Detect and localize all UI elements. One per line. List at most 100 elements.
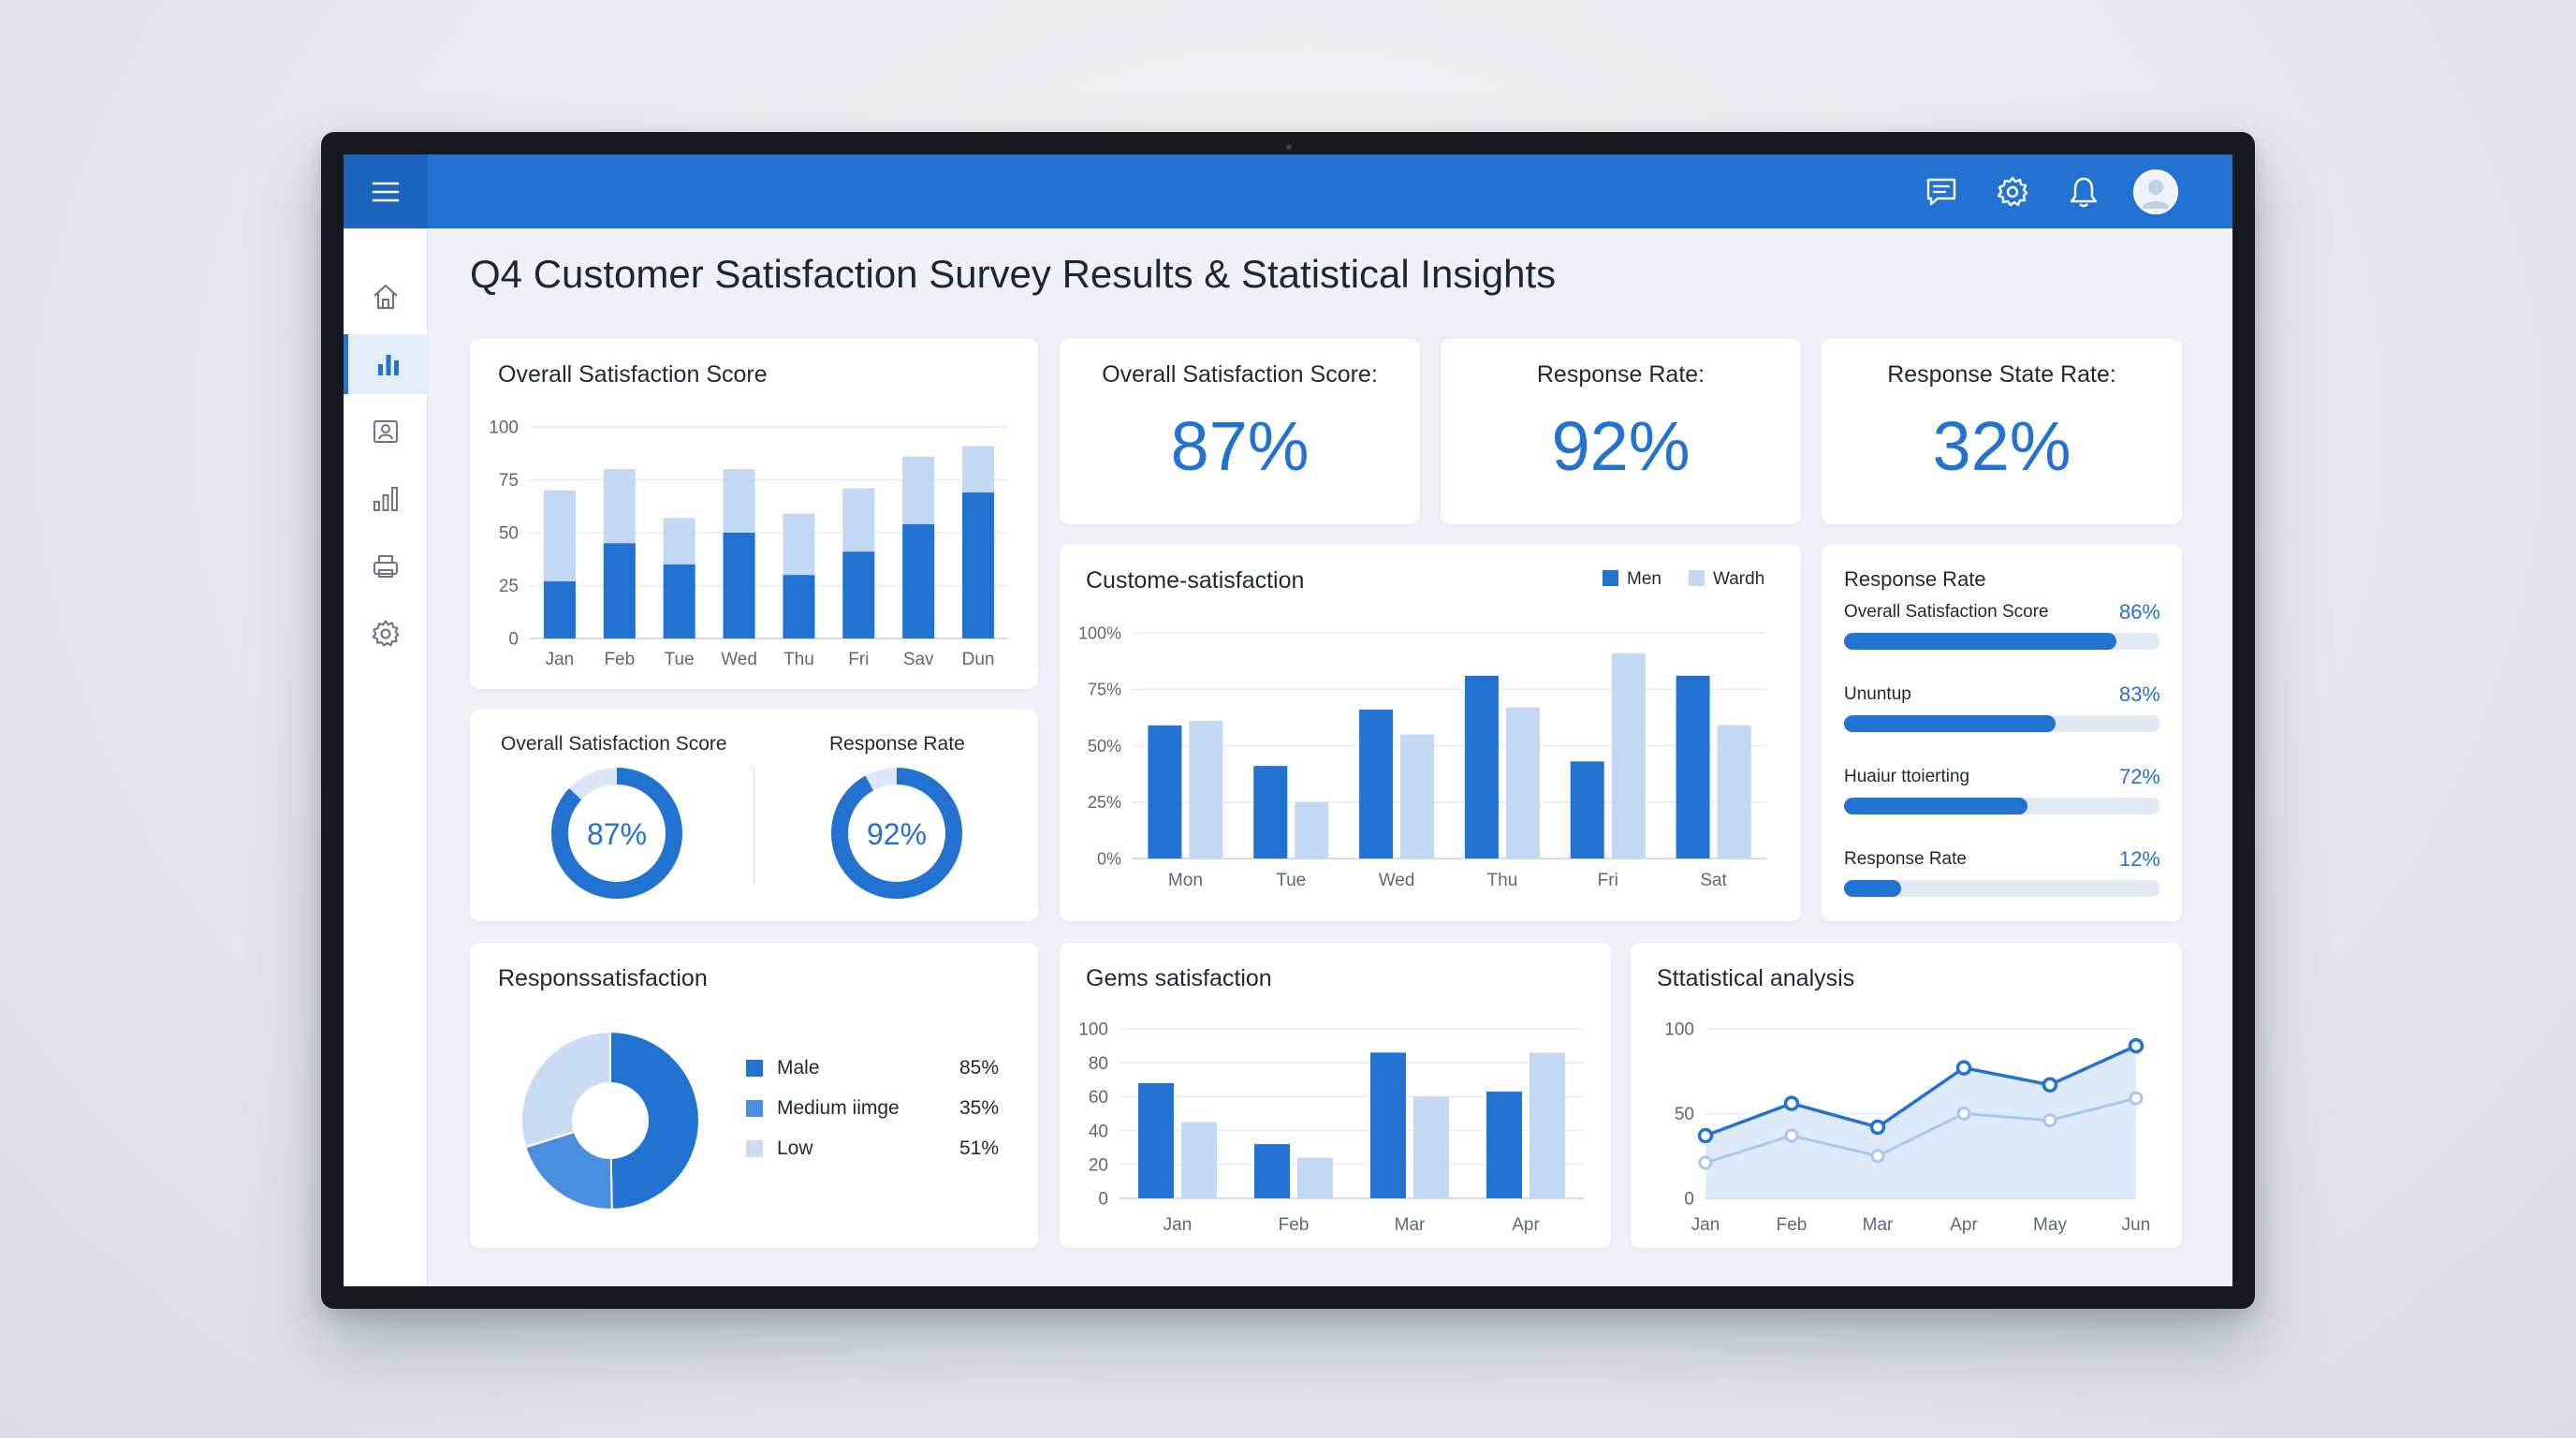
gems-bar-chart: 100 80 60 40 20 0 Jan Feb Mar Apr — [1078, 1020, 1584, 1235]
kpi-card-response-rate: Response Rate: 92% — [1441, 339, 1801, 524]
x-tick-label: Jan — [546, 650, 575, 669]
y-tick-label: 50 — [499, 524, 519, 544]
x-tick-label: Apr — [1950, 1215, 1978, 1235]
x-tick-label: Feb — [1777, 1215, 1808, 1235]
bar — [783, 575, 815, 638]
pie-chart — [520, 1030, 700, 1211]
gems-satisfaction-card: Gems satisfaction 100 80 60 40 20 0 Jan Feb Mar A… — [1060, 943, 1611, 1248]
x-tick-label: Fri — [1598, 871, 1618, 890]
overall-bar-chart: 100 75 50 25 0 Jan Feb Tue Wed Thu Fri Sav Dun — [489, 418, 1008, 669]
legend-label: Men — [1627, 569, 1661, 589]
bar — [1464, 675, 1499, 858]
progress-value: 12% — [2118, 847, 2160, 871]
legend-label: Medium iimge — [777, 1097, 900, 1119]
x-tick-label: Feb — [604, 650, 635, 669]
sidebar-item-reports[interactable] — [344, 469, 428, 529]
y-tick-label: 80 — [1089, 1054, 1108, 1074]
x-tick-label: Jun — [2122, 1215, 2151, 1235]
donut-label: 87% — [587, 817, 647, 851]
bar — [1570, 761, 1604, 858]
legend-swatch — [746, 1100, 763, 1117]
donut-label: 92% — [867, 817, 927, 851]
kpi-value: 92% — [1551, 407, 1690, 485]
x-tick-label: Tue — [1276, 871, 1306, 890]
bar — [962, 492, 995, 638]
kpi-card-response-state-rate: Response State Rate: 32% — [1822, 339, 2182, 524]
kpi-card-satisfaction: Overall Satisfaction Score: 87% — [1060, 339, 1420, 524]
x-tick-label: Sat — [1700, 871, 1727, 890]
legend-item: Medium iimge 35% — [746, 1097, 999, 1120]
progress-track — [1844, 880, 2160, 897]
sidebar — [344, 228, 428, 1286]
data-point — [1869, 1119, 1886, 1136]
sidebar-item-print[interactable] — [344, 536, 428, 596]
bar — [1400, 734, 1435, 858]
data-point — [1870, 1149, 1885, 1164]
y-tick-label: 100 — [1664, 1020, 1694, 1040]
donut-title-right: Response Rate — [829, 733, 965, 755]
chart-title: Sttatistical analysis — [1657, 965, 1855, 991]
progress-label: Overall Satisfaction Score — [1844, 602, 2049, 622]
y-tick-label: 0% — [1097, 849, 1121, 868]
ascending-bars-icon — [373, 487, 398, 511]
sidebar-item-analytics[interactable] — [344, 334, 428, 394]
x-tick-label: Thu — [783, 650, 814, 669]
sidebar-item-home[interactable] — [344, 267, 428, 327]
sidebar-item-settings[interactable] — [344, 604, 428, 664]
legend-swatch — [746, 1060, 763, 1077]
statistical-analysis-card: Sttatistical analysis 100 50 0 Jan Feb Mar Apr… — [1631, 943, 2182, 1248]
custome-bar-chart: 100% 75% 50% 25% 0% Mon Tue Wed Thu Fri Sat Men Ward… — [1078, 569, 1766, 890]
data-point — [1955, 1060, 1972, 1076]
bell-icon[interactable] — [2062, 170, 2105, 213]
y-tick-label: 25% — [1088, 793, 1121, 812]
bar — [543, 580, 576, 638]
kpi-value: 32% — [1932, 407, 2071, 485]
x-tick-label: Apr — [1512, 1215, 1540, 1235]
y-tick-label: 25 — [499, 577, 519, 596]
legend-item: Male 85% — [746, 1057, 999, 1079]
avatar[interactable] — [2133, 169, 2178, 214]
legend-label: Wardh — [1713, 569, 1764, 589]
legend-swatch — [746, 1140, 763, 1157]
chart-title: Custome-satisfaction — [1086, 567, 1305, 594]
y-tick-label: 75 — [499, 471, 519, 491]
gear-icon[interactable] — [1991, 170, 2034, 213]
bar — [1181, 1122, 1217, 1198]
data-point — [2042, 1077, 2058, 1093]
donut-charts: 87% 92% — [551, 768, 962, 899]
legend-swatch — [1689, 570, 1705, 586]
data-point — [2128, 1037, 2144, 1054]
menu-icon[interactable] — [344, 154, 428, 228]
chart-title: Overall Satisfaction Score — [498, 361, 768, 388]
top-bar — [344, 154, 2232, 228]
sidebar-item-contacts[interactable] — [344, 402, 428, 462]
legend-item: Low 51% — [746, 1137, 999, 1160]
chat-icon[interactable] — [1920, 170, 1963, 213]
legend-label: Male — [777, 1057, 820, 1078]
donut-arc — [831, 768, 962, 899]
data-point — [1956, 1107, 1971, 1121]
legend-value: 85% — [959, 1057, 999, 1078]
y-tick-label: 0 — [1098, 1190, 1108, 1210]
legend-value: 35% — [959, 1097, 999, 1119]
progress-value: 72% — [2118, 765, 2160, 788]
kpi-title: Response Rate: — [1536, 361, 1705, 388]
y-tick-label: 50% — [1088, 737, 1121, 756]
bar — [1370, 1052, 1406, 1198]
y-tick-label: 50 — [1675, 1105, 1694, 1124]
progress-label: Huaiur ttoierting — [1844, 767, 1970, 786]
progress-track — [1844, 633, 2160, 650]
data-point — [2129, 1091, 2144, 1106]
x-tick-label: Sav — [903, 650, 934, 669]
x-tick-label: Jan — [1164, 1215, 1193, 1235]
bar — [1295, 801, 1329, 858]
bar — [1676, 675, 1710, 858]
progress-value: 86% — [2118, 600, 2160, 624]
kpi-value: 87% — [1170, 407, 1310, 485]
statistical-line-chart: 100 50 0 Jan Feb Mar Apr May Jun — [1664, 1020, 2151, 1235]
progress-track — [1844, 798, 2160, 814]
home-icon — [373, 284, 398, 310]
series-line — [1705, 1044, 2137, 1137]
bar — [663, 564, 695, 638]
progress-label: Ununtup — [1844, 684, 1911, 704]
